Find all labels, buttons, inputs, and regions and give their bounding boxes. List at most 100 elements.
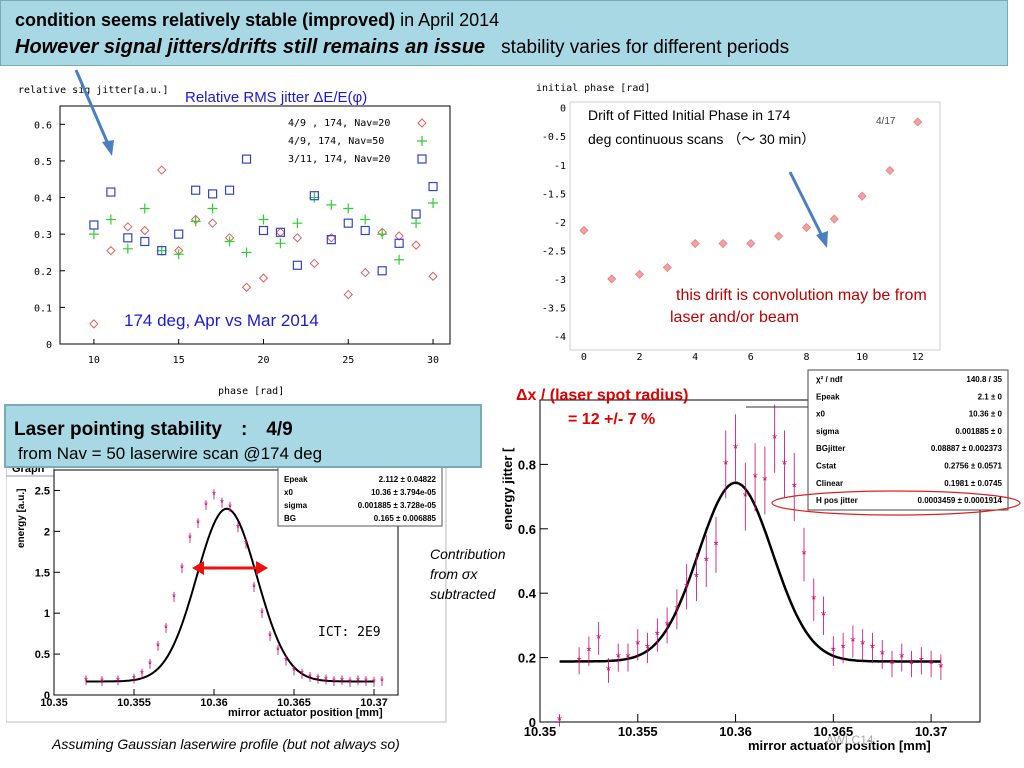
c3-point: * xyxy=(364,677,368,688)
c4-ytick-label: 0.8 xyxy=(518,457,536,472)
c1-point xyxy=(309,191,319,201)
c4-point: * xyxy=(753,470,758,485)
c4-point: * xyxy=(713,537,718,552)
c2-ylabel: initial phase [rad] xyxy=(536,83,650,94)
c3-point: * xyxy=(228,502,232,513)
c3-point: * xyxy=(116,676,120,687)
c4-point: * xyxy=(704,554,709,569)
c1-point xyxy=(258,214,269,225)
c1-xlabel: phase [rad] xyxy=(218,386,284,397)
c3-point: * xyxy=(300,669,304,680)
c4-fit-value: 0.1981 ± 0.0745 xyxy=(944,479,1002,488)
c3-point: * xyxy=(164,623,168,634)
c1-point xyxy=(174,229,184,239)
c4-point: * xyxy=(870,640,875,655)
c3-point: * xyxy=(340,676,344,687)
c3-xtick-label: 10.365 xyxy=(277,697,311,709)
c2-xtick-label: 8 xyxy=(803,352,809,363)
c3-point: * xyxy=(84,676,88,687)
c3-point: * xyxy=(260,609,264,620)
c4-point: * xyxy=(899,650,904,665)
c3-fit-value: 2.112 ± 0.04822 xyxy=(379,475,437,484)
banner-line-1-rest: in April 2014 xyxy=(395,10,500,30)
c4-ytick-label: 0.2 xyxy=(518,651,536,666)
c3-xtick-label: 10.36 xyxy=(200,697,228,709)
c4-point: * xyxy=(929,657,934,672)
c4-fit-param: sigma xyxy=(816,427,840,436)
c1-point xyxy=(191,185,201,195)
c4-fit-value: 2.1 ± 0 xyxy=(978,392,1003,401)
c1-point xyxy=(224,185,235,195)
c3-point: * xyxy=(204,501,208,512)
drift-note-line-2: laser and/or beam xyxy=(670,309,799,326)
c3-point: * xyxy=(372,677,376,688)
c1-point xyxy=(157,165,167,175)
c4-fit-param: Clinear xyxy=(816,479,843,488)
c1-ylabel: relative sig jitter[a.u.] xyxy=(18,85,169,96)
c4-point: * xyxy=(772,431,777,446)
c3-point: * xyxy=(268,632,272,643)
c4-xtick-label: 10.37 xyxy=(915,724,948,739)
c4-point: * xyxy=(919,653,924,668)
initial-phase-drift-chart: initial phase [rad] Drift of Fitted Init… xyxy=(536,83,941,363)
c1-point xyxy=(173,249,184,260)
c4-point: * xyxy=(635,637,640,652)
c3-ylabel: energy [a.u.] xyxy=(16,489,27,548)
c4-fit-value: 0.2756 ± 0.0571 xyxy=(944,462,1002,471)
c4-footer: AWLC14 xyxy=(826,733,874,747)
c1-point xyxy=(343,289,353,300)
c4-xtick-label: 10.355 xyxy=(618,724,658,739)
c1-ytick-label: 0.2 xyxy=(34,267,52,278)
c2-ytick-label: -0.5 xyxy=(542,132,566,143)
c4-point: * xyxy=(811,592,816,607)
c1-point xyxy=(105,214,116,225)
c1-xtick-label: 10 xyxy=(88,355,100,366)
c1-point xyxy=(394,231,404,241)
c4-point: * xyxy=(782,457,787,472)
banner-line-2-rest: stability varies for different periods xyxy=(501,37,790,58)
c2-point xyxy=(829,214,839,224)
header-banner: condition seems relatively stable (impro… xyxy=(0,0,1008,66)
c3-xlabel: mirror actuator position [mm] xyxy=(228,707,383,719)
c1-point xyxy=(309,192,320,203)
c1-annotation: 174 deg, Apr vs Mar 2014 xyxy=(124,311,319,330)
c1-point xyxy=(326,235,336,245)
c1-point xyxy=(156,245,167,256)
c4-fit-value: 0.0003459 ± 0.0001914 xyxy=(918,496,1003,505)
c2-annotation-2: deg continuous scans （〜 30 min） xyxy=(588,131,815,147)
c1-point xyxy=(411,240,421,250)
c1-xtick-label: 15 xyxy=(173,355,185,366)
c4-point: * xyxy=(596,631,601,646)
contribution-line-2: from σx xyxy=(430,566,478,582)
c4-point: * xyxy=(733,441,738,456)
c1-point xyxy=(377,266,387,276)
c1-point xyxy=(241,247,252,258)
c1-legend-marker xyxy=(417,118,427,128)
c2-point xyxy=(913,117,923,127)
c4-point: * xyxy=(821,608,826,623)
c3-point: * xyxy=(196,519,200,530)
contribution-line-1: Contribution xyxy=(430,546,506,562)
c1-point xyxy=(428,271,438,281)
c4-fit-param: χ² / ndf xyxy=(816,375,843,384)
c1-legend-marker xyxy=(417,154,427,164)
c4-ytick-label: 0.4 xyxy=(518,586,537,601)
c1-point xyxy=(106,245,116,256)
c3-point: * xyxy=(348,677,352,688)
c3-point: * xyxy=(284,656,288,667)
c3-ytick-label: 1.5 xyxy=(35,567,50,579)
c4-point: * xyxy=(762,473,767,488)
c1-point xyxy=(224,236,235,247)
c1-ytick-label: 0.4 xyxy=(34,194,52,205)
c2-ytick-label: -2 xyxy=(554,218,566,229)
c1-point xyxy=(326,233,337,243)
c4-point: * xyxy=(684,579,689,594)
c1-point xyxy=(122,243,133,254)
c4-fit-param: Epeak xyxy=(816,392,840,401)
c2-xtick-label: 0 xyxy=(581,352,587,363)
c4-point: * xyxy=(880,647,885,662)
contribution-line-3: subtracted xyxy=(430,586,496,602)
c3-point: * xyxy=(156,641,160,652)
c4-point: * xyxy=(625,650,630,665)
